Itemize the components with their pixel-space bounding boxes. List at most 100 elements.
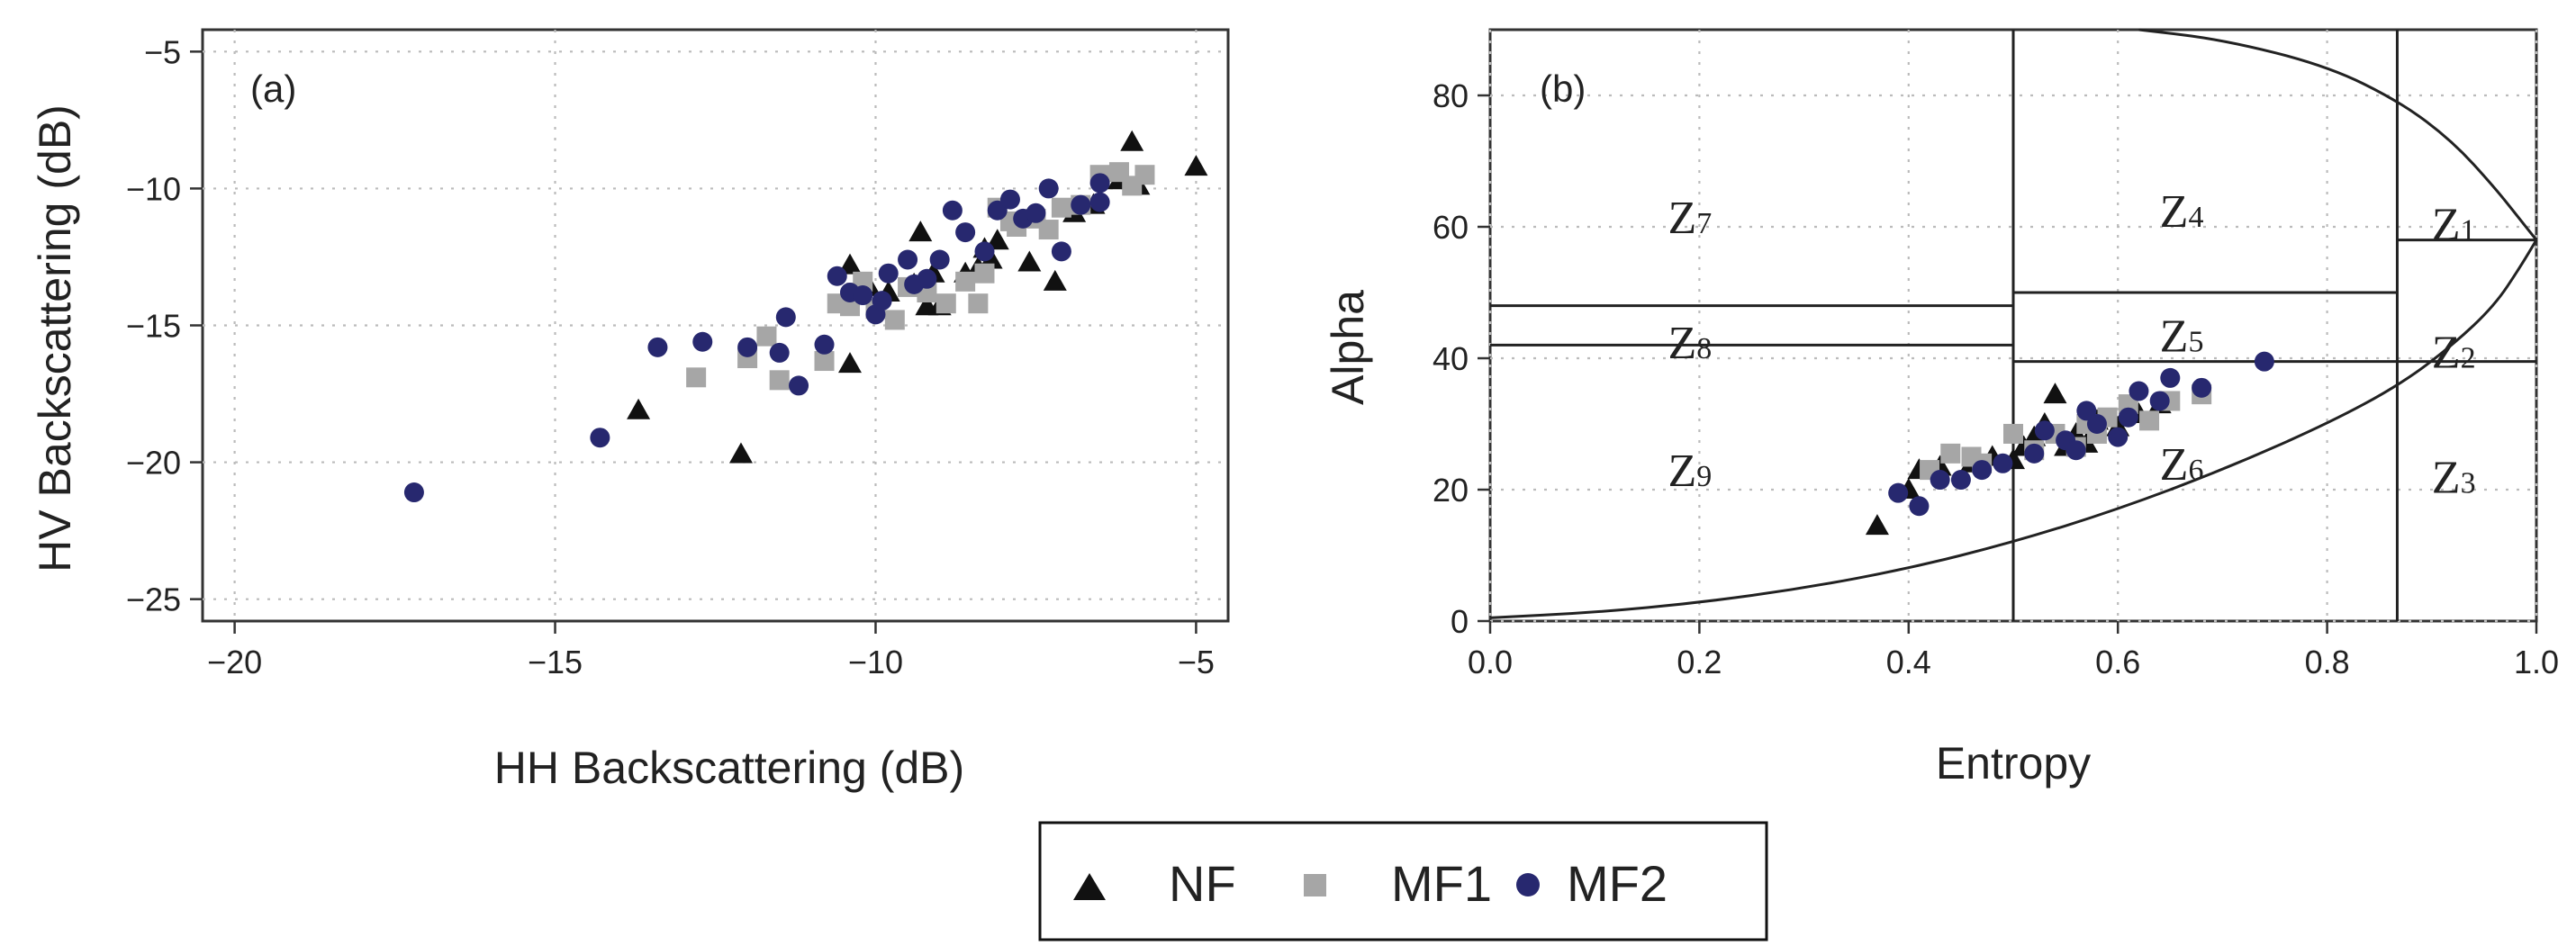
point-mf2 — [942, 200, 963, 221]
x-tick-label: 0.0 — [1468, 644, 1513, 680]
point-mf1 — [884, 310, 905, 330]
point-mf1 — [1940, 443, 1961, 464]
panel-b-y-axis-label: Alpha — [1323, 290, 1373, 405]
point-mf2 — [775, 307, 796, 328]
y-tick-label: 80 — [1433, 77, 1469, 114]
point-nf — [1184, 155, 1208, 176]
legend-mf2-label: MF2 — [1567, 855, 1668, 912]
panel-a-points — [403, 130, 1208, 503]
point-nf — [728, 442, 753, 464]
point-mf1 — [2139, 410, 2160, 431]
zone-label-z1: Z1 — [2432, 199, 2476, 250]
panel-a-ticks: −20 −15 −10 −5 −25 −20 −15 −10 −5 — [126, 33, 1215, 680]
point-nf — [908, 221, 933, 242]
zone-label-z6: Z6 — [2160, 439, 2204, 491]
panel-a-scatter: −20 −15 −10 −5 −25 −20 −15 −10 −5 (a) HH Backsca… — [30, 28, 1230, 793]
feasible-curve-upper — [2138, 28, 2538, 241]
point-mf1 — [968, 293, 989, 314]
point-mf1 — [2003, 423, 2023, 444]
point-mf1 — [1051, 197, 1071, 218]
point-mf2 — [1972, 460, 1993, 481]
panel-b-label: (b) — [1540, 68, 1586, 110]
legend-mf1-marker — [1304, 874, 1326, 896]
y-tick-label: 40 — [1433, 340, 1469, 377]
point-mf2 — [1993, 453, 2013, 473]
legend-mf1-label: MF1 — [1391, 855, 1492, 912]
point-mf2 — [2192, 377, 2212, 398]
point-mf2 — [2065, 440, 2086, 461]
zone-label-z4: Z4 — [2160, 186, 2204, 238]
point-nf — [2043, 383, 2067, 404]
point-mf2 — [974, 241, 995, 262]
x-tick-label: −10 — [848, 644, 903, 680]
point-mf2 — [814, 334, 835, 355]
panel-b-zone-labels: Z7 Z8 Z9 Z4 Z5 Z6 Z1 Z2 Z3 — [1668, 186, 2476, 504]
point-mf1 — [686, 367, 707, 388]
point-mf2 — [1026, 203, 1046, 223]
point-mf2 — [692, 331, 713, 352]
point-mf2 — [2149, 391, 2170, 411]
panel-b-grid — [1488, 30, 2538, 623]
x-tick-label: 0.4 — [1886, 644, 1931, 680]
y-tick-label: −10 — [126, 170, 181, 207]
zone-label-z9: Z9 — [1668, 446, 1713, 497]
panel-a-y-axis-label: HV Backscattering (dB) — [30, 104, 80, 572]
point-mf1 — [1038, 220, 1059, 240]
point-mf2 — [403, 482, 424, 503]
point-mf1 — [935, 293, 956, 314]
point-mf1 — [769, 370, 790, 391]
panel-a-label: (a) — [250, 68, 296, 110]
x-tick-label: 0.2 — [1677, 644, 1722, 680]
panel-b-entropy-alpha: 0.0 0.2 0.4 0.6 0.8 1.0 0 20 40 60 80 Z7 Z8 Z9 Z4 Z5 Z6… — [1323, 28, 2559, 788]
point-mf1 — [1134, 165, 1155, 185]
point-mf2 — [1909, 496, 1930, 517]
point-mf2 — [2034, 420, 2055, 441]
legend-nf-label: NF — [1169, 855, 1236, 912]
y-tick-label: 60 — [1433, 209, 1469, 246]
y-tick-label: −20 — [126, 445, 181, 482]
point-mf2 — [1089, 192, 1110, 212]
zone-label-z5: Z5 — [2160, 311, 2204, 362]
zone-label-z3: Z3 — [2432, 452, 2476, 503]
zone-label-z2: Z2 — [2432, 328, 2476, 379]
point-mf2 — [590, 428, 610, 448]
point-mf2 — [872, 291, 892, 311]
point-nf — [837, 253, 862, 275]
zone-label-z7: Z7 — [1668, 193, 1713, 244]
point-mf2 — [2024, 443, 2045, 464]
point-mf2 — [929, 249, 950, 270]
legend-nf-marker — [1073, 873, 1106, 900]
panel-b-ticks: 0.0 0.2 0.4 0.6 0.8 1.0 0 20 40 60 80 — [1433, 77, 2559, 680]
point-mf2 — [2254, 351, 2274, 372]
point-nf — [627, 398, 651, 419]
x-tick-label: −5 — [1178, 644, 1215, 680]
point-mf2 — [2160, 367, 2181, 388]
point-mf2 — [917, 268, 937, 289]
point-nf — [1017, 250, 1042, 272]
x-tick-label: 0.6 — [2095, 644, 2140, 680]
point-mf2 — [1950, 470, 1971, 491]
y-tick-label: 0 — [1451, 603, 1469, 640]
point-mf2 — [737, 337, 758, 357]
x-tick-label: −20 — [207, 644, 262, 680]
point-mf2 — [2086, 414, 2107, 434]
point-mf2 — [769, 342, 790, 363]
point-nf — [1865, 514, 1889, 536]
point-mf2 — [2129, 381, 2149, 401]
zone-label-z8: Z8 — [1668, 318, 1713, 369]
point-mf2 — [898, 249, 918, 270]
point-mf2 — [789, 375, 809, 396]
point-mf2 — [647, 337, 668, 357]
point-mf2 — [2108, 427, 2129, 447]
point-mf1 — [756, 326, 777, 347]
y-tick-label: −25 — [126, 581, 181, 618]
point-mf1 — [955, 271, 976, 292]
point-mf2 — [827, 266, 847, 286]
y-tick-label: 20 — [1433, 472, 1469, 509]
point-nf — [985, 229, 1009, 250]
point-nf — [1043, 269, 1067, 291]
panel-b-points — [1865, 351, 2274, 536]
feasible-curve-lower — [1489, 239, 2538, 619]
panel-a-x-axis-label: HH Backscattering (dB) — [494, 743, 964, 793]
